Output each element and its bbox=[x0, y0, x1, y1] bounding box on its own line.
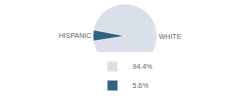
svg-text:WHITE: WHITE bbox=[159, 33, 182, 40]
svg-text:5.6%: 5.6% bbox=[133, 82, 149, 89]
svg-text:94.4%: 94.4% bbox=[133, 63, 153, 70]
svg-text:HISPANIC: HISPANIC bbox=[59, 32, 92, 39]
